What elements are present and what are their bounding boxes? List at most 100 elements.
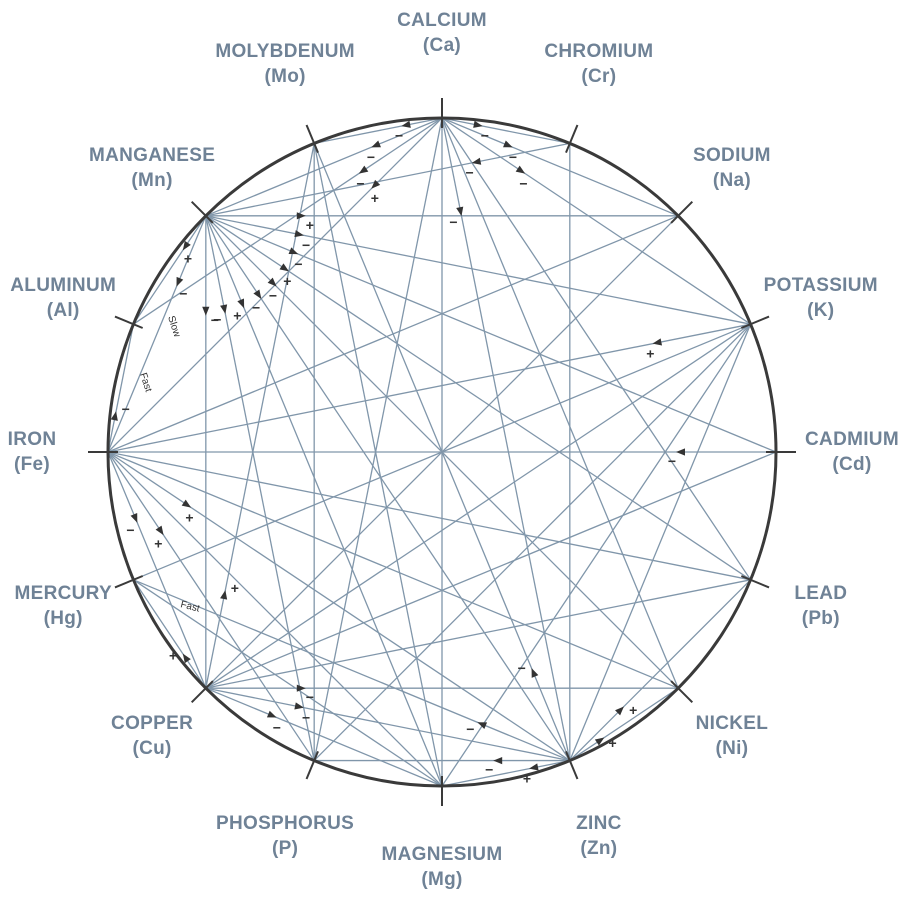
direction-arrow: [503, 140, 513, 148]
direction-arrow: [266, 710, 277, 718]
interaction-line-cu-mo: [205, 143, 315, 689]
direction-arrow: [202, 306, 210, 316]
slow-note: Slow: [165, 315, 182, 340]
element-name: MERCURY: [14, 582, 112, 604]
effect-sign: −: [122, 401, 130, 417]
interaction-line-cr-mn: [205, 142, 570, 217]
direction-arrow: [220, 304, 228, 314]
effect-sign: +: [169, 647, 177, 663]
effect-sign: +: [283, 273, 291, 289]
effect-sign: −: [449, 214, 457, 230]
label-chromium: CHROMIUM (Cr): [509, 39, 689, 89]
interaction-line-mg-mo: [313, 143, 443, 787]
direction-arrow: [182, 240, 191, 251]
interaction-line-ca-pb: [441, 117, 752, 581]
element-symbol: (Mg): [421, 869, 463, 890]
interaction-line-zn-ni: [569, 687, 679, 762]
effect-sign: −: [466, 721, 474, 737]
direction-arrow: [296, 684, 306, 692]
tick-hg: [114, 575, 144, 589]
element-symbol: (Cr): [581, 65, 617, 87]
element-symbol: (Cd): [832, 454, 872, 475]
interaction-line-zn-mo: [313, 143, 571, 761]
direction-arrow: [594, 737, 605, 746]
element-name: MAGNESIUM: [381, 844, 503, 865]
label-mercury: MERCURY (Hg): [0, 581, 153, 631]
direction-arrow: [358, 165, 369, 174]
effect-sign: +: [646, 345, 654, 361]
effect-sign: −: [126, 522, 134, 538]
effect-sign: −: [519, 175, 527, 191]
direction-arrow: [615, 706, 624, 716]
direction-arrow: [279, 263, 289, 272]
tick-k: [740, 315, 770, 329]
element-name: MOLYBDENUM: [215, 40, 355, 62]
element-symbol: (Cu): [132, 738, 172, 760]
element-symbol: (Pb): [801, 607, 840, 629]
direction-arrow: [237, 298, 245, 309]
element-ticks: [88, 98, 796, 806]
label-potassium: POTASSIUM (K): [731, 273, 900, 323]
direction-arrow: [176, 276, 184, 287]
direction-arrow: [676, 448, 685, 456]
direction-arrow: [515, 165, 526, 174]
element-name: CADMIUM: [805, 429, 899, 450]
label-copper: COPPER (Cu): [62, 711, 242, 761]
direction-arrow: [110, 411, 118, 421]
interaction-line-cu-hg: [132, 579, 207, 689]
interaction-line-zn-mg: [441, 759, 570, 787]
interaction-markers: −−−−−+−−−+−−+−−+−−−++−++−−−+−−++−−−++: [110, 120, 685, 786]
direction-arrow: [294, 702, 304, 710]
tick-p: [305, 750, 319, 780]
tick-cu: [190, 680, 214, 704]
interaction-line-ni-fe: [107, 451, 679, 689]
label-sodium: SODIUM (Na): [642, 143, 822, 193]
label-lead: LEAD (Pb): [731, 581, 900, 631]
interaction-line-k-cu: [205, 323, 751, 689]
tick-ni: [670, 680, 694, 704]
element-name: COPPER: [111, 713, 194, 735]
effect-sign: +: [306, 217, 314, 233]
effect-sign: −: [213, 312, 221, 328]
element-name: SODIUM: [693, 144, 771, 166]
direction-arrow: [401, 120, 411, 128]
direction-arrow: [493, 757, 503, 765]
element-name: ZINC: [576, 813, 622, 835]
label-iron: IRON (Fe): [0, 427, 122, 477]
interaction-line-mn-pb: [205, 215, 751, 581]
direction-arrow: [471, 157, 482, 165]
element-symbol: (Na): [712, 169, 751, 191]
direction-arrow: [529, 763, 539, 771]
direction-arrow: [267, 277, 277, 287]
interaction-line-fe-al: [107, 324, 135, 453]
element-symbol: (P): [271, 838, 299, 860]
tick-cr: [565, 124, 579, 154]
element-name: CHROMIUM: [544, 40, 654, 62]
interaction-line-pb-fe: [107, 451, 751, 581]
interaction-line-k-fe: [107, 323, 751, 453]
effect-sign: −: [179, 286, 187, 302]
effect-sign: −: [518, 660, 526, 676]
element-name: MANGANESE: [88, 144, 216, 166]
effect-sign: +: [629, 702, 637, 718]
effect-sign: −: [509, 149, 517, 165]
tick-pb: [740, 575, 770, 589]
effect-sign: −: [466, 165, 474, 181]
element-symbol: (Fe): [13, 454, 51, 475]
fast-note-lower: Fast: [179, 599, 201, 614]
effect-sign: −: [306, 689, 314, 705]
interaction-line-mn-zn: [205, 215, 571, 761]
label-calcium: CALCIUM (Ca): [352, 8, 532, 58]
direction-arrow: [477, 722, 488, 730]
direction-arrow: [371, 140, 381, 148]
effect-sign: +: [233, 307, 241, 323]
effect-sign: −: [668, 453, 676, 469]
direction-arrow: [130, 513, 138, 523]
element-name: PHOSPHORUS: [216, 813, 355, 835]
element-symbol: (Ni): [715, 738, 749, 760]
label-manganese: MANGANESE (Mn): [62, 143, 242, 193]
effect-sign: +: [231, 580, 239, 596]
direction-arrow: [531, 668, 539, 678]
interaction-line-cu-mg: [205, 687, 443, 787]
effect-sign: −: [211, 312, 219, 328]
